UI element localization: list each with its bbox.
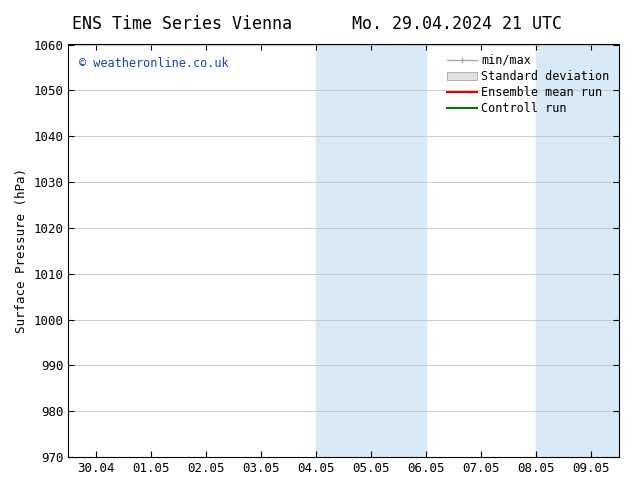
Text: ENS Time Series Vienna      Mo. 29.04.2024 21 UTC: ENS Time Series Vienna Mo. 29.04.2024 21… (72, 15, 562, 33)
Bar (316, 45, 426, 457)
Bar (536, 45, 619, 457)
Y-axis label: Surface Pressure (hPa): Surface Pressure (hPa) (15, 169, 28, 333)
Legend: min/max, Standard deviation, Ensemble mean run, Controll run: min/max, Standard deviation, Ensemble me… (444, 50, 613, 119)
Text: © weatheronline.co.uk: © weatheronline.co.uk (79, 57, 229, 70)
